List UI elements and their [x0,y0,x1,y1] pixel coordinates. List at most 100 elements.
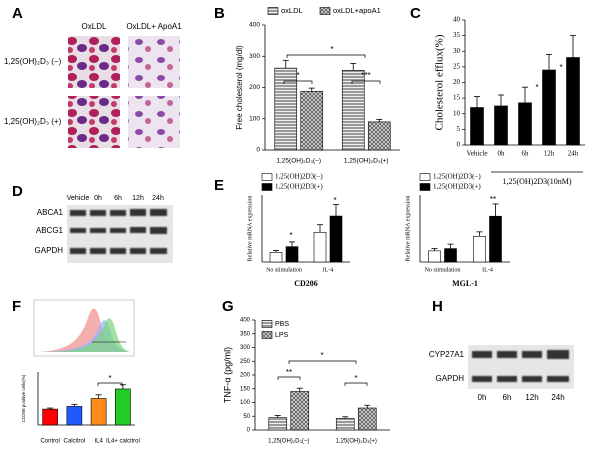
significance-label: *** [361,71,370,80]
bar [494,105,508,146]
legend-label: oxLDL [281,6,303,15]
bracket [351,80,381,84]
y-tick-label: 40 [453,16,461,24]
x-axis-label: CD206 [294,279,318,288]
lane-label: 12h [132,195,144,202]
x-tick-label: No stimulation [266,267,302,273]
y-tick-label: 250 [240,359,251,365]
bracket [288,360,357,364]
significance-label: * [289,231,292,240]
bar [313,232,327,263]
panel-label: F [12,298,21,315]
panel-d: Vehicle 0h 6h 12h 24h ABCA1 ABCG1 GAPDH [35,195,173,263]
bar [470,107,484,146]
legend-label: 1,25(OH)2D3(+) [433,183,481,191]
y-axis-label: Relative mRNA expression [405,196,411,262]
bracket [277,376,301,380]
x-tick-label: IL4 [94,439,103,445]
legend-label: 1,25(OH)2D3(−) [433,173,481,181]
y-tick-label: 35 [453,31,461,39]
legend-swatch [261,173,273,181]
bar [341,70,365,151]
significance-label: * [296,71,299,80]
bracket [286,54,366,58]
bar [290,391,310,431]
y-axis-label: TNF-α (pg/ml) [222,347,232,403]
bar [268,417,288,431]
panel-label: C [410,5,421,22]
bar [329,215,343,263]
significance-label: ** [286,368,292,377]
panel-label: B [214,5,225,22]
y-tick-label: 400 [249,22,260,29]
bar [428,250,441,263]
y-tick-label: 10 [453,109,461,117]
y-tick-label: 5 [457,125,461,133]
x-tick-label: Control [40,439,59,445]
y-tick-label: 20 [453,78,461,86]
legend-label: LPS [275,332,289,339]
legend-label: oxLDL+apoA1 [333,6,381,15]
y-tick-label: 300 [240,345,251,351]
significance-label: * [333,196,336,205]
panel-label: G [222,298,234,315]
lane-label: 0h [478,393,487,402]
lane-label: 0h [94,195,102,202]
lane-label: 24h [551,393,564,402]
y-tick-label: 400 [240,318,251,324]
legend-label: PBS [275,321,289,328]
bar [115,388,131,426]
x-tick-label: Calcitrol [64,439,86,445]
x-tick-label: IL-4 [323,267,334,273]
bar [269,252,283,263]
band-label: ABCG1 [36,226,64,235]
y-axis-label: CD206 positive cells(%) [21,374,26,422]
legend-label: 1,25(OH)2D3(+) [275,183,323,191]
bar [566,57,580,146]
panel-f-histogram [33,299,135,357]
significance-label: * [320,351,323,360]
x-tick-label: 1,25(OH)₂D₃(−) [268,439,309,445]
y-tick-label: 25 [453,62,461,70]
column-label: OxLDL+ ApoA1 [126,22,182,31]
micrograph [128,96,180,148]
bar [274,67,298,151]
micrograph [68,96,120,148]
y-tick-label: 350 [240,331,251,337]
x-tick-label: 6h [522,150,530,158]
legend-swatch [261,320,273,328]
panel-a: OxLDL OxLDL+ ApoA1 1,25(OH)₂D₃ (−) 1,25(… [4,22,182,148]
x-tick-label: 24h [568,150,579,158]
panel-label: D [12,183,23,200]
x-tick-label: 1,25(OH)₂D₃(+) [344,158,389,165]
significance-label: * [354,374,357,383]
y-tick-label: 0 [247,428,251,434]
legend-swatch [419,173,431,181]
bracket [344,382,368,386]
bar [285,246,299,263]
legend-swatch [319,7,331,15]
y-tick-label: 150 [240,386,251,392]
micrograph [128,36,180,88]
y-tick-label: 30 [453,47,461,55]
bar [42,408,58,426]
x-tick-label: 1,25(OH)₂D₃(−) [276,158,321,165]
band-label: CYP27A1 [429,350,465,359]
x-axis-label: 1,25(OH)2D3(10nM) [502,177,571,186]
y-tick-label: 0 [256,147,260,154]
y-tick-label: 200 [249,84,260,91]
legend-label: 1,25(OH)2D3(−) [275,173,323,181]
x-tick-label: 1,25(OH)₂D₃(+) [336,439,377,445]
legend-swatch [267,7,279,15]
bar [542,69,556,146]
bar [473,236,486,263]
bar [90,398,107,426]
bar [357,407,377,431]
legend-swatch [419,183,431,191]
panel-label: H [432,298,443,315]
bracket [283,80,313,84]
micrograph [68,36,120,88]
y-tick-label: 300 [249,53,260,60]
lane-label: 6h [503,393,512,402]
lane-label: 24h [152,195,164,202]
